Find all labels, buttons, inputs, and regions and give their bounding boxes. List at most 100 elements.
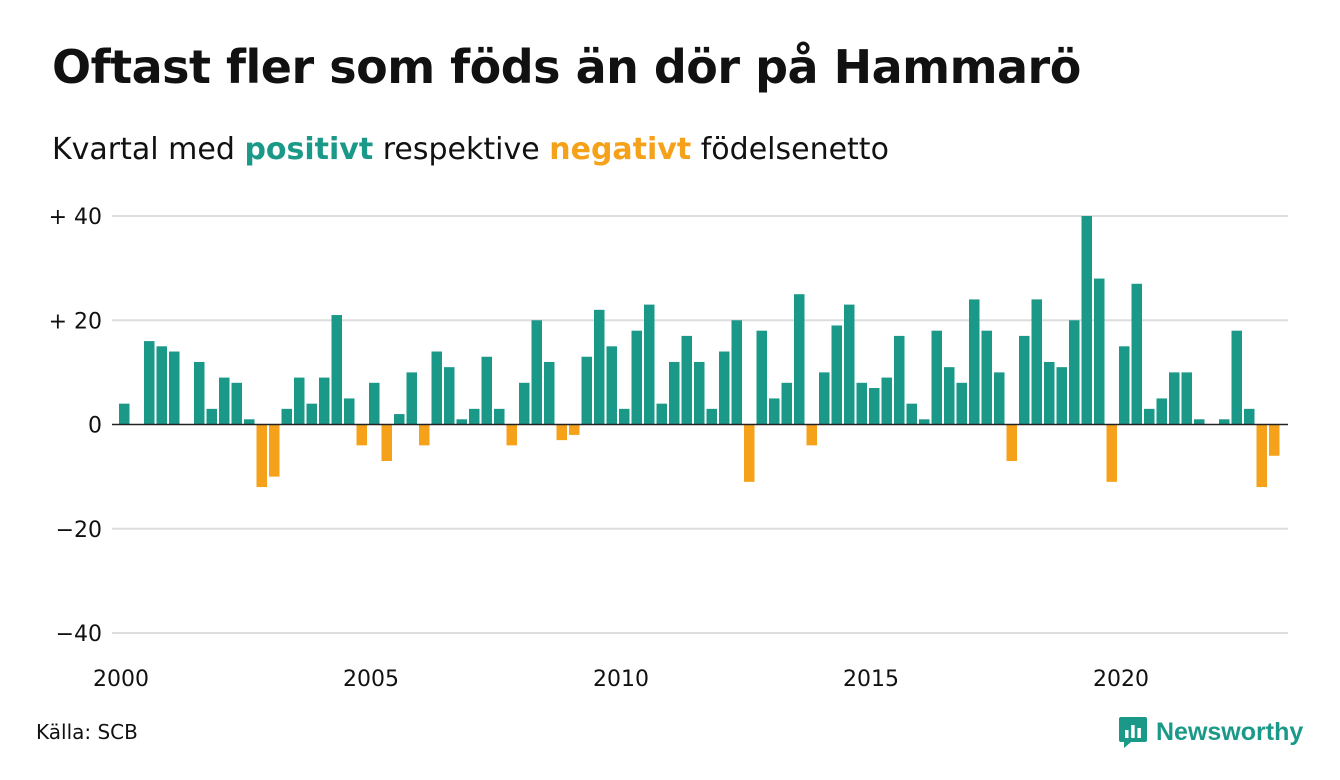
bar [1156,398,1167,425]
bar [1144,408,1155,425]
bar [1069,320,1080,425]
x-tick-label: 2015 [843,667,899,692]
bar [381,424,392,461]
bar [756,330,767,425]
bar [769,398,780,425]
bar [119,403,130,425]
brand-name: Newsworthy [1156,717,1304,746]
bar [294,377,305,425]
bar [706,408,717,425]
bar [581,356,592,425]
bar [481,356,492,425]
bar [894,335,905,425]
bar [344,398,355,425]
bar [331,315,342,425]
chart-title: Oftast fler som föds än dör på Hammarö [52,40,1081,94]
bar [906,403,917,425]
bar [531,320,542,425]
bar [494,408,505,425]
bar [819,372,830,425]
bar [1094,278,1105,425]
bar [644,304,655,425]
bar [1231,330,1242,425]
bar [794,294,805,425]
bar [419,424,430,446]
bar [1106,424,1117,482]
bar [931,330,942,425]
bar [469,408,480,425]
bar [169,351,180,425]
bar [1256,424,1267,488]
bar [444,367,455,425]
bar [231,382,242,425]
bar [806,424,817,446]
bar [956,382,967,425]
bar [194,361,205,425]
bar [394,414,405,425]
bar [681,335,692,425]
bar [694,361,705,425]
x-tick-label: 2020 [1093,667,1149,692]
chart-subtitle: Kvartal med positivt respektive negativt… [52,132,889,167]
bar [431,351,442,425]
y-tick-label: −40 [56,622,102,647]
bar [244,419,255,425]
bar [669,361,680,425]
bar [144,341,155,425]
y-tick-label: 0 [88,414,102,439]
bar [719,351,730,425]
bar [1019,335,1030,425]
bar [544,361,555,425]
subtitle-suffix: födelsenetto [700,132,889,167]
bar [1244,408,1255,425]
bar [219,377,230,425]
bar [1081,216,1092,425]
subtitle-positive: positivt [244,132,374,167]
bar [919,419,930,425]
bar [994,372,1005,425]
bar [319,377,330,425]
subtitle-middle: respektive [382,132,540,167]
bar [1269,424,1280,456]
subtitle-negative: negativt [549,132,692,167]
bar [519,382,530,425]
bar [1031,299,1042,425]
bar [206,408,217,425]
bar [156,346,167,425]
bars-layer [119,216,1280,488]
bar [631,330,642,425]
bar [1181,372,1192,425]
bar [281,408,292,425]
bar [1131,283,1142,425]
bar [306,403,317,425]
bar [969,299,980,425]
bar [869,388,880,425]
bar [744,424,755,482]
x-tick-label: 2010 [593,667,649,692]
x-axis-labels: 2000 2005 2010 2015 2020 [93,667,1149,692]
x-tick-label: 2000 [93,667,149,692]
y-axis-labels: + 40 + 20 0 −20 −40 [49,205,102,647]
newsworthy-logo-icon [1119,717,1147,748]
newsworthy-logo: Newsworthy [1118,714,1303,750]
bar [619,408,630,425]
y-tick-label: −20 [56,518,102,543]
bar [944,367,955,425]
bar [781,382,792,425]
bar [1194,419,1205,425]
bar [1219,419,1230,425]
bar [369,382,380,425]
bar [656,403,667,425]
bar [981,330,992,425]
bar [406,372,417,425]
bar [456,419,467,425]
bar [356,424,367,446]
source-note: Källa: SCB [36,720,138,744]
bar [844,304,855,425]
bar [269,424,280,477]
bar [731,320,742,425]
bar [556,424,567,441]
bar [506,424,517,446]
bar [1056,367,1067,425]
